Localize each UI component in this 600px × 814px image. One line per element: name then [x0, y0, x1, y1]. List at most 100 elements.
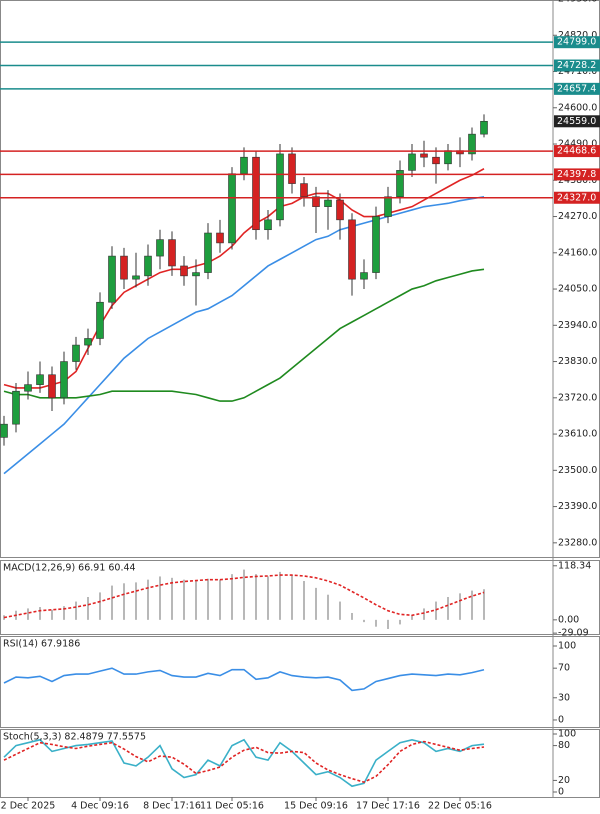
candle-body	[264, 219, 272, 231]
y-tick-label: 0	[558, 714, 564, 725]
y-tick-label: 24490.0	[558, 139, 597, 150]
histogram-bar	[87, 597, 89, 620]
histogram-bar	[339, 601, 341, 620]
histogram-bar	[399, 619, 401, 625]
x-tick-label: 17 Dec 17:16	[356, 801, 420, 812]
level-tag	[554, 191, 600, 204]
histogram-bar	[75, 601, 77, 620]
moving-average	[3, 168, 485, 389]
y-tick-label: 23500.0	[558, 465, 597, 476]
candle-body	[324, 199, 332, 207]
candle-body	[72, 344, 80, 362]
candle-body	[252, 156, 260, 231]
y-tick-label: 24160.0	[558, 247, 597, 258]
level-label: 24468.6	[557, 146, 596, 157]
histogram-bar	[231, 574, 233, 620]
histogram-bar	[39, 607, 41, 620]
y-tick-label: 24050.0	[558, 284, 597, 295]
candle-body	[288, 153, 296, 184]
histogram-bar	[207, 578, 209, 620]
candle-body	[12, 390, 20, 425]
candle-body	[84, 338, 92, 346]
y-tick-label: -29.09	[558, 628, 589, 639]
level-tag	[554, 145, 600, 158]
candle-body	[144, 255, 152, 277]
y-tick-label: 23830.0	[558, 356, 597, 367]
candle-body	[0, 423, 8, 438]
candle-body	[216, 232, 224, 244]
indicator-line	[3, 738, 485, 788]
histogram-bar	[315, 587, 317, 620]
y-tick-label: 100	[558, 640, 576, 651]
y-tick-label: 30	[558, 692, 570, 703]
indicator-line	[3, 740, 485, 784]
histogram-bar	[327, 594, 329, 620]
candle-body	[336, 199, 344, 221]
candle-body	[240, 156, 248, 174]
y-tick-label: 24270.0	[558, 211, 597, 222]
histogram-bar	[303, 581, 305, 620]
candle-body	[120, 255, 128, 280]
panel-title: MACD(12,26,9) 66.91 60.44	[3, 563, 136, 574]
candle-body	[156, 239, 164, 257]
level-tag	[554, 82, 600, 95]
y-tick-label: 0	[558, 787, 564, 798]
candle-body	[24, 384, 32, 392]
y-tick-label: 23280.0	[558, 537, 597, 548]
y-tick-label: 118.34	[558, 560, 591, 571]
histogram-bar	[159, 576, 161, 620]
candle-body	[168, 239, 176, 267]
candle-body	[396, 170, 404, 198]
candle-body	[108, 255, 116, 303]
y-tick-label: 80	[558, 740, 570, 751]
histogram-bar	[27, 608, 29, 620]
panel-title: Stoch(5,3,3) 82.4879 77.5575	[3, 732, 146, 743]
level-label: 24327.0	[557, 192, 596, 203]
histogram-bar	[291, 575, 293, 620]
histogram-bar	[63, 606, 65, 620]
panel-frame	[0, 0, 600, 558]
x-tick-label: 15 Dec 09:16	[284, 801, 348, 812]
histogram-bar	[435, 601, 437, 620]
candle-body	[360, 272, 368, 280]
histogram-bar	[471, 590, 473, 620]
candle-body	[36, 374, 44, 385]
y-tick-label: 23610.0	[558, 429, 597, 440]
candle-body	[408, 153, 416, 171]
candle-body	[276, 153, 284, 221]
y-tick-label: 20	[558, 775, 570, 786]
level-label: 24657.4	[557, 83, 596, 94]
candle-body	[348, 219, 356, 280]
panel-frame	[0, 636, 600, 728]
candle-body	[300, 183, 308, 198]
candle-body	[132, 275, 140, 280]
histogram-bar	[147, 579, 149, 620]
x-tick-label: 11 Dec 05:16	[200, 801, 264, 812]
candle-body	[204, 232, 212, 273]
y-tick-label: 70	[558, 663, 570, 674]
level-label: 24397.8	[557, 169, 596, 180]
candle-body	[192, 272, 200, 277]
panel-title: RSI(14) 67.9186	[3, 639, 80, 650]
level-label: 24728.2	[557, 60, 596, 71]
histogram-bar	[243, 569, 245, 620]
histogram-bar	[375, 619, 377, 627]
candle-body	[384, 196, 392, 217]
histogram-bar	[279, 571, 281, 620]
x-tick-label: 2 Dec 2025	[1, 801, 56, 812]
candle-body	[60, 361, 68, 399]
candle-body	[180, 265, 188, 277]
y-tick-label: 23940.0	[558, 320, 597, 331]
x-tick-label: 22 Dec 05:16	[428, 801, 492, 812]
x-tick-label: 4 Dec 09:16	[71, 801, 129, 812]
moving-average	[3, 268, 485, 402]
y-tick-label: 23390.0	[558, 501, 597, 512]
last-price-label: 24559.0	[557, 116, 596, 127]
last-price-tag	[554, 115, 600, 128]
histogram-bar	[99, 592, 101, 620]
histogram-bar	[387, 619, 389, 629]
candle-body	[432, 156, 440, 165]
indicator-line	[3, 667, 485, 692]
histogram-bar	[219, 579, 221, 620]
